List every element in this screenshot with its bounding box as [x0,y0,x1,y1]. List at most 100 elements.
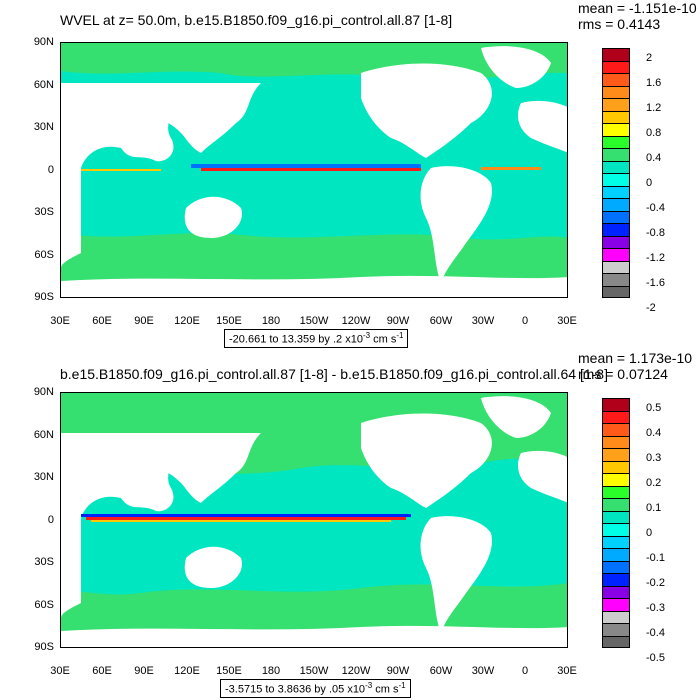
range-unit-exp: -1 [396,331,404,340]
lon-label-90e: 90E [134,315,154,327]
colorbar-cell [602,623,630,636]
range-unit-exp: -1 [398,681,406,690]
equator-band-orange [481,167,541,170]
colorbar-label: -1.2 [646,252,665,265]
map-svg [61,43,567,297]
colorbar-cell [602,573,630,586]
lat-label-30n: 30N [33,471,54,483]
lon-label-150w: 150W [299,315,329,327]
land-south-america [420,516,492,633]
lat-label-30s: 30S [34,206,54,218]
equator-band-yellow [91,520,391,522]
colorbar-label: 0.8 [646,127,662,140]
colorbar-label: 0 [646,177,653,190]
colorbar-label: 0.4 [646,427,662,440]
lon-label-90w: 90W [386,665,410,677]
lon-label-150e: 150E [216,665,242,677]
colorbar-cell [602,548,630,561]
lat-label-60n: 60N [33,79,54,91]
lat-label-90s: 90S [34,291,54,303]
lat-label-60s: 60S [34,249,54,261]
colorbar-label: -0.8 [646,227,665,240]
equator-band-blue [81,514,411,517]
lon-label-120e: 120E [174,315,200,327]
colorbar-cell [602,235,630,248]
land-antarctica [61,625,567,647]
lon-label-60e: 60E [92,315,112,327]
equator-band-red [201,168,421,171]
colorbar-label: 2 [646,52,653,65]
colorbar-label: 0 [646,527,653,540]
land-greenland [481,46,551,88]
colorbar-cell [602,48,630,61]
land-asia [81,433,261,503]
rms-stat: rms = 0.07124 [578,366,668,382]
colorbar-cell [602,448,630,461]
colorbar-label: 0.1 [646,502,662,515]
colorbar-cell [602,73,630,86]
land-asia [81,83,261,153]
lon-label-60w: 60W [429,315,453,327]
colorbar-cell [602,98,630,111]
map-svg [61,393,567,647]
colorbar-label: 1.2 [646,102,662,115]
colorbar-label: -0.3 [646,602,665,615]
colorbar-cell [602,510,630,523]
colorbar-label: -0.2 [646,577,665,590]
colorbar-cell [602,535,630,548]
colorbar-label: -0.5 [646,652,665,665]
colorbar-label: -2 [646,302,656,315]
lon-label-0: 0 [521,665,529,677]
lon-label-150e: 150E [216,315,242,327]
lat-label-30s: 30S [34,556,54,568]
range-exp: -3 [365,681,373,690]
contour-range-box: -20.661 to 13.359 by .2 x10-3 cm s-1 [224,329,409,348]
colorbar-label: 0.5 [646,402,662,415]
colorbar-label: 0.3 [646,452,662,465]
equator-band-red [86,517,406,520]
equator-band-yellow [81,169,161,171]
lat-label-90s: 90S [34,641,54,653]
land-australia [184,196,242,238]
land-greenland [481,396,551,438]
chart-title: b.e15.B1850.f09_g16.pi_control.all.87 [1… [60,366,608,382]
colorbar-cell [602,198,630,211]
map-plot [60,392,568,648]
colorbar-cell [602,248,630,261]
lon-label-30e-right: 30E [557,665,577,677]
lon-label-180: 180 [261,315,281,327]
colorbar-cell [602,485,630,498]
colorbar-cell [602,635,630,648]
range-exp: -3 [362,331,371,340]
range-unit: cm s [372,683,399,696]
colorbar [602,398,630,648]
colorbar-cell [602,185,630,198]
land-north-america [361,413,492,508]
lon-label-30e-right: 30E [557,315,577,327]
colorbar-cell [602,260,630,273]
colorbar-cell [602,473,630,486]
colorbar-cell [602,410,630,423]
colorbar-cell [602,223,630,236]
colorbar-cell [602,610,630,623]
lon-label-150w: 150W [299,665,329,677]
land-australia [184,546,242,588]
lat-label-60s: 60S [34,599,54,611]
rms-stat: rms = 0.4143 [578,16,661,32]
range-unit: cm s [370,333,397,346]
colorbar-cell [602,85,630,98]
colorbar-label: -0.4 [646,202,665,215]
lon-label-0: 0 [521,315,529,327]
land-north-america [361,63,492,158]
colorbar-cell [602,523,630,536]
range-text: -20.661 to 13.359 by .2 x10 [229,333,363,346]
colorbar-label: 0.4 [646,152,662,165]
lat-label-0: 0 [47,164,54,176]
colorbar-cell [602,398,630,411]
colorbar-cell [602,173,630,186]
mean-stat: mean = 1.173e-10 [578,350,693,366]
lat-label-30n: 30N [33,121,54,133]
land-south-america [420,166,492,283]
colorbar-cell [602,560,630,573]
colorbar-cell [602,285,630,298]
